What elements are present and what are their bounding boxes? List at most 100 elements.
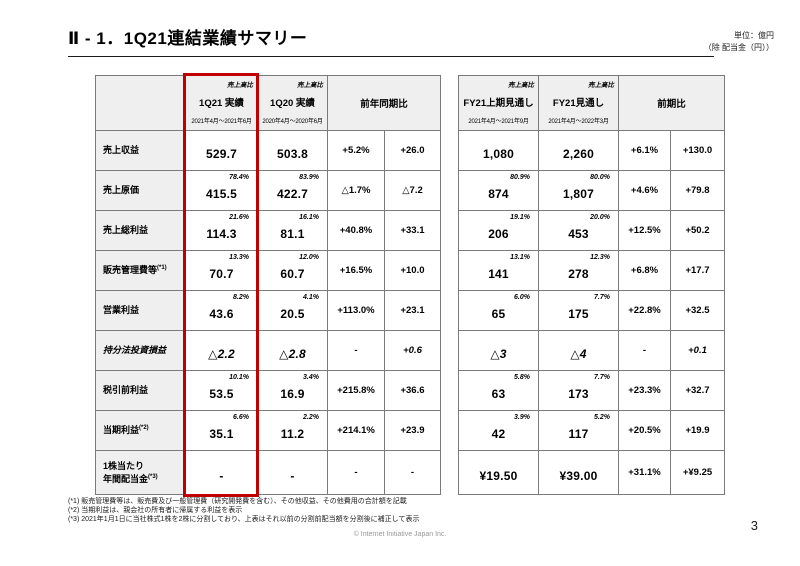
cell-value: 65	[491, 306, 506, 321]
cell-h1fy21-forecast: ¥19.50	[458, 450, 539, 495]
cell-prev-amount: +50.2	[670, 210, 725, 251]
cell-1q21-actual: 78.4% 415.5	[185, 170, 258, 211]
cell-value: 874	[488, 186, 509, 201]
cell-prev-amount: +79.8	[670, 170, 725, 211]
cell-value: 141	[488, 266, 509, 281]
cell-prev-percent: +23.3%	[618, 370, 671, 411]
cell-yoy-amount: △7.2	[384, 170, 441, 211]
cell-value: 16.9	[280, 386, 305, 401]
footnotes: (*1) 販売管理費等は、販売費及び一般管理費（研究開発費を含む）、その他収益、…	[68, 498, 419, 524]
header-corner-cell	[95, 75, 186, 131]
cell-h1fy21-forecast: 1,080	[458, 130, 539, 171]
sales-ratio-value: 7.7%	[594, 294, 610, 301]
header-1q20-wrap: 売上高比 1Q20 実績 2020年4月～2020年6月	[258, 76, 327, 130]
header-1q21-actual: 売上高比 1Q21 実績 2021年4月～2021年6月	[185, 75, 258, 131]
cell-value: 60.7	[280, 266, 305, 281]
cell-prev-percent: +12.5%	[618, 210, 671, 251]
header-prev-comparison: 前期比	[618, 75, 725, 131]
cell-yoy-amount: +36.6	[384, 370, 441, 411]
cell-value: 175	[568, 306, 589, 321]
cell-h1fy21-forecast: 5.8% 63	[458, 370, 539, 411]
row-label-text: 1株当たり 年間配当金	[103, 461, 149, 484]
sales-ratio-value: 6.0%	[514, 294, 530, 301]
sales-ratio-value: 3.9%	[514, 414, 530, 421]
cell-1q20-actual: 2.2% 11.2	[257, 410, 328, 451]
cell-1q20-actual: △2.8	[257, 330, 328, 371]
table-row: 5.8% 63 7.7% 173 +23.3% +32.7	[458, 370, 725, 411]
cell-1q21-actual: 21.6% 114.3	[185, 210, 258, 251]
header-h1fy21-period: 2021年4月～2021年9月	[468, 119, 529, 125]
row-label: 売上収益	[95, 130, 186, 171]
cell-yoy-percent: +16.5%	[327, 250, 385, 291]
cell-prev-percent: -	[618, 330, 671, 371]
cell-1q20-actual: 83.9% 422.7	[257, 170, 328, 211]
row-label-text: 売上原価	[103, 185, 140, 196]
row-label: 販売管理費等(*1)	[95, 250, 186, 291]
row-label-text: 持分法投資損益	[103, 345, 167, 356]
cell-prev-amount: +130.0	[670, 130, 725, 171]
footnote-2: (*2) 当期利益は、親会社の所有者に帰属する利益を表示	[68, 506, 243, 514]
header-1q21-title: 1Q21 実績	[199, 97, 244, 109]
cell-value: ¥19.50	[479, 468, 518, 483]
sales-ratio-value: 6.6%	[233, 414, 249, 421]
unit-notes: 単位：億円 （除 配当金（円））	[704, 30, 774, 55]
row-label: 税引前利益	[95, 370, 186, 411]
cell-value: △3	[490, 346, 507, 361]
cell-yoy-amount: +26.0	[384, 130, 441, 171]
cell-prev-amount: +32.7	[670, 370, 725, 411]
table-row: 売上総利益 21.6% 114.3 16.1% 81.1 +40.8% +33.1	[95, 210, 441, 251]
sales-ratio-value: 12.3%	[590, 254, 610, 261]
table-row: 当期利益(*2) 6.6% 35.1 2.2% 11.2 +214.1% +23.9	[95, 410, 441, 451]
cell-prev-percent: +20.5%	[618, 410, 671, 451]
header-row-left: 売上高比 1Q21 実績 2021年4月～2021年6月 売上高比 1Q20 実…	[95, 75, 441, 131]
cell-value: 43.6	[209, 306, 234, 321]
sales-ratio-value: 8.2%	[233, 294, 249, 301]
sales-ratio-label: 売上高比	[508, 82, 534, 89]
cell-yoy-percent: △1.7%	[327, 170, 385, 211]
table-row: 3.9% 42 5.2% 117 +20.5% +19.9	[458, 410, 725, 451]
table-row: 1株当たり 年間配当金(*3) - - - -	[95, 450, 441, 495]
sales-ratio-value: 80.0%	[590, 174, 610, 181]
cell-1q20-actual: 503.8	[257, 130, 328, 171]
cell-value: 453	[568, 226, 589, 241]
sales-ratio-label: 売上高比	[227, 82, 253, 89]
table-row: 持分法投資損益 △2.2 △2.8 - +0.6	[95, 330, 441, 371]
header-h1fy21-forecast: 売上高比 FY21上期見通し 2021年4月～2021年9月	[458, 75, 539, 131]
cell-1q20-actual: 4.1% 20.5	[257, 290, 328, 331]
unit-note-line2: （除 配当金（円））	[703, 43, 774, 53]
cell-fy21-forecast: △4	[538, 330, 619, 371]
sales-ratio-value: 10.1%	[229, 374, 249, 381]
unit-note-line1: 単位：億円	[734, 31, 774, 40]
header-prev-title: 前期比	[657, 99, 686, 110]
cell-value: 53.5	[209, 386, 234, 401]
cell-value: 117	[568, 426, 589, 441]
cell-value: 114.3	[206, 226, 237, 241]
cell-yoy-amount: +23.1	[384, 290, 441, 331]
sales-ratio-value: 78.4%	[229, 174, 249, 181]
cell-yoy-percent: +215.8%	[327, 370, 385, 411]
cell-fy21-forecast: 7.7% 173	[538, 370, 619, 411]
cell-h1fy21-forecast: 3.9% 42	[458, 410, 539, 451]
sales-ratio-value: 19.1%	[510, 214, 530, 221]
table-row: 19.1% 206 20.0% 453 +12.5% +50.2	[458, 210, 725, 251]
cell-h1fy21-forecast: △3	[458, 330, 539, 371]
cell-value: △4	[570, 346, 587, 361]
cell-prev-amount: +19.9	[670, 410, 725, 451]
cell-value: 63	[491, 386, 506, 401]
cell-1q21-actual: 13.3% 70.7	[185, 250, 258, 291]
cell-fy21-forecast: 12.3% 278	[538, 250, 619, 291]
table-row: 13.1% 141 12.3% 278 +6.8% +17.7	[458, 250, 725, 291]
page-title: Ⅱ - 1．1Q21連結業績サマリー	[68, 24, 714, 57]
sales-ratio-label: 売上高比	[588, 82, 614, 89]
cell-1q20-actual: -	[257, 450, 328, 495]
cell-prev-amount: +¥9.25	[670, 450, 725, 495]
header-h1fy21-wrap: 売上高比 FY21上期見通し 2021年4月～2021年9月	[459, 76, 538, 130]
header-yoy: 前年同期比	[327, 75, 441, 131]
cell-h1fy21-forecast: 80.9% 874	[458, 170, 539, 211]
table-row: △3 △4 - +0.1	[458, 330, 725, 371]
cell-value: 529.7	[205, 146, 238, 161]
cell-value: 70.7	[209, 266, 234, 281]
sales-ratio-value: 20.0%	[590, 214, 610, 221]
results-table-right: 売上高比 FY21上期見通し 2021年4月～2021年9月 売上高比 FY21…	[458, 75, 725, 495]
